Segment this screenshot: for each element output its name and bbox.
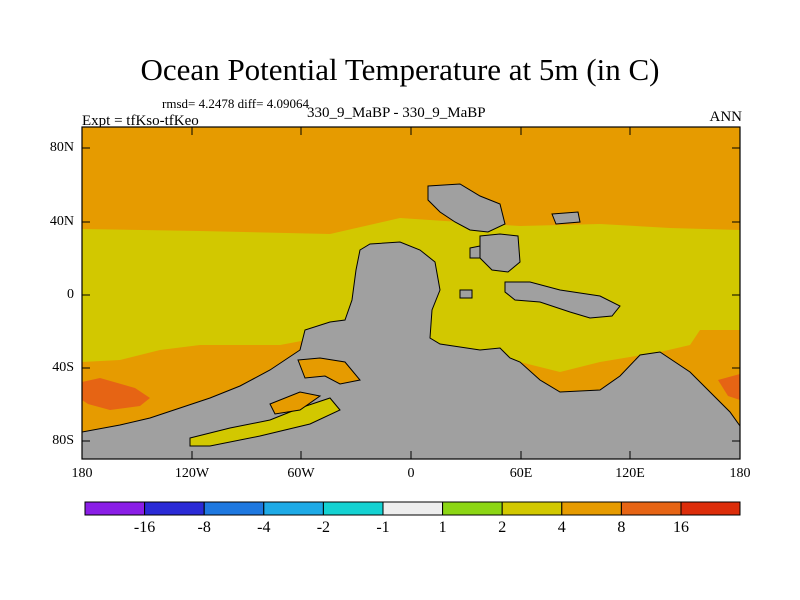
- southern-bay-upper: [297, 357, 361, 385]
- lon-label-180w: 180: [71, 466, 93, 481]
- southern-inlet: [269, 391, 322, 415]
- colorbar-label-8: 8: [617, 519, 626, 536]
- case-names: 330_9_MaBP - 330_9_MaBP: [307, 105, 486, 121]
- lon-label-180e: 180: [729, 466, 751, 481]
- lat-label-80n: 80N: [49, 140, 74, 155]
- lat-label-40n: 40N: [49, 214, 74, 229]
- season-label: ANN: [709, 109, 743, 125]
- rmsd-diff-stats: rmsd= 4.2478 diff= 4.09064: [162, 96, 309, 111]
- colorbar-label-1: 1: [438, 519, 447, 536]
- colorbar-box-6: [382, 501, 444, 516]
- colorbar-box-4: [263, 501, 324, 516]
- colorbar-box-5: [322, 501, 384, 516]
- land-central-island: [479, 233, 521, 273]
- lon-label-60w: 60W: [287, 466, 315, 481]
- southern-bay-lower: [189, 397, 341, 447]
- land-eastern-strip: [504, 281, 621, 319]
- lon-label-0: 0: [407, 466, 415, 481]
- colorbar-box-7: [442, 501, 503, 516]
- colorbar-label-4: 4: [557, 519, 566, 536]
- colorbar-box-9: [561, 501, 622, 516]
- colorbar-label-neg2: -2: [316, 519, 331, 536]
- land-small-island-ne: [551, 211, 581, 225]
- lon-label-120e: 120E: [615, 466, 645, 481]
- colorbar-label-neg8: -8: [197, 519, 211, 536]
- axis-ticks: [82, 127, 740, 459]
- colorbar-box-1: [84, 501, 146, 516]
- colorbar-box-10: [620, 501, 682, 516]
- southern-hot-patch-indian: [718, 374, 740, 400]
- colorbar-box-11: [680, 501, 741, 516]
- land-masses: [81, 183, 741, 460]
- lon-label-120w: 120W: [174, 466, 210, 481]
- colorbar-box-2: [144, 501, 205, 516]
- colorbar: [84, 501, 741, 516]
- experiment-label: Expt = tfKso-tfKeo: [82, 113, 199, 129]
- land-small-island-w: [469, 245, 481, 259]
- lat-label-40s: 40S: [52, 360, 74, 375]
- lat-label-eq: 0: [67, 287, 74, 302]
- colorbar-box-3: [203, 501, 265, 516]
- lat-label-80s: 80S: [52, 433, 74, 448]
- land-small-island-s: [459, 289, 473, 299]
- land-western-continent: [81, 241, 741, 460]
- colorbar-label-neg4: -4: [257, 519, 271, 536]
- colorbar-label-2: 2: [498, 519, 507, 536]
- lon-label-60e: 60E: [509, 466, 533, 481]
- colorbar-label-16: 16: [673, 519, 689, 536]
- colorbar-label-neg16: -16: [133, 519, 156, 536]
- southern-hot-patch-pacific: [82, 378, 150, 410]
- land-northern-block: [427, 183, 506, 233]
- plot-title: Ocean Potential Temperature at 5m (in C): [140, 52, 660, 87]
- colorbar-box-8: [501, 501, 563, 516]
- colorbar-label-neg1: -1: [376, 519, 390, 536]
